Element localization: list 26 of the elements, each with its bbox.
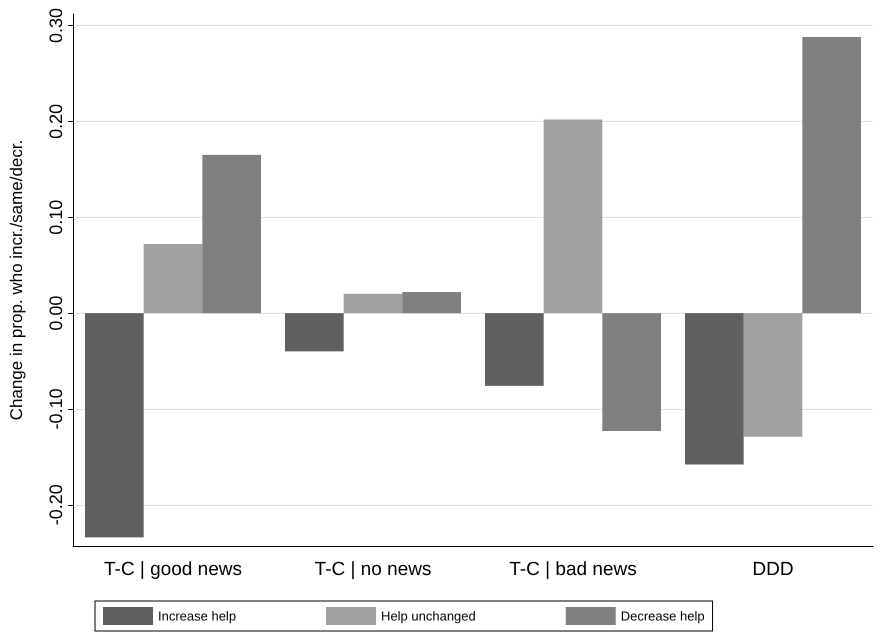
- bar: [202, 154, 261, 314]
- y-axis-title: Change in prop. who incr./same/decr.: [7, 140, 26, 420]
- y-tick-label: 0.30: [46, 8, 66, 44]
- bar: [602, 313, 661, 431]
- x-tick-label: DDD: [752, 559, 794, 580]
- x-tick-label: T-C | bad news: [509, 559, 637, 580]
- bar: [402, 292, 461, 314]
- y-tick-label: 0.10: [46, 200, 66, 235]
- bar: [144, 244, 202, 314]
- y-tick-label: 0.20: [46, 104, 66, 139]
- legend-label: Increase help: [158, 608, 236, 624]
- bar: [802, 37, 861, 314]
- bar: [744, 313, 802, 437]
- bar: [544, 119, 602, 314]
- bar: [285, 313, 344, 352]
- y-tick-label: 0.00: [46, 296, 66, 331]
- legend-label: Help unchanged: [381, 608, 476, 624]
- x-tick-label: T-C | good news: [104, 559, 242, 580]
- y-tick-label: -0.20: [46, 484, 66, 526]
- bar: [344, 294, 402, 314]
- legend-label: Decrease help: [620, 608, 705, 624]
- y-tick-label: -0.10: [46, 388, 66, 430]
- x-tick-label: T-C | no news: [314, 559, 432, 580]
- bar: [85, 313, 144, 538]
- bar: [485, 313, 544, 386]
- bar: [685, 313, 744, 465]
